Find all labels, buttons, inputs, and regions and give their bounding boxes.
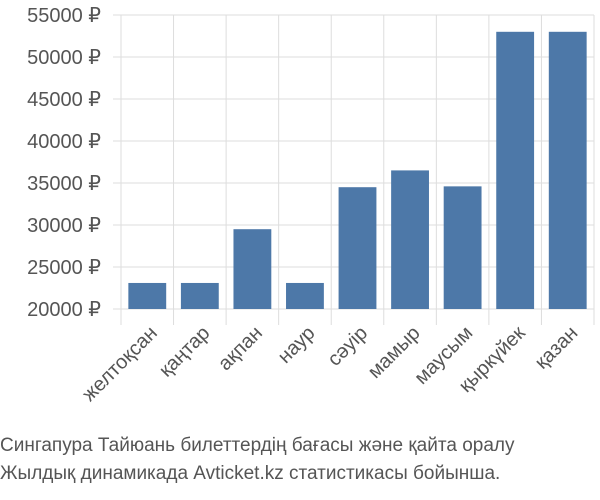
bar-5 <box>338 187 377 309</box>
y-tick-label: 50000 ₽ <box>27 47 101 69</box>
y-tick-label: 45000 ₽ <box>27 89 101 111</box>
bar-chart: 20000 ₽ 25000 ₽ 30000 ₽ 35000 ₽ 40000 ₽ 45000… <box>27 5 595 406</box>
bar-6 <box>391 170 429 309</box>
x-tick-label: желтоқсан <box>78 322 162 406</box>
y-axis-ticks: 20000 ₽ 25000 ₽ 30000 ₽ 35000 ₽ 40000 ₽ 45000… <box>27 5 101 321</box>
x-tick-label: ақпан <box>214 322 267 375</box>
y-tick-label: 25000 ₽ <box>27 257 101 279</box>
x-tick-label: сәуір <box>324 322 373 371</box>
bar-8 <box>496 31 535 310</box>
y-tick-label: 35000 ₽ <box>27 173 101 195</box>
bar-9 <box>548 31 587 310</box>
x-tick-label: қазан <box>531 322 583 374</box>
caption-line-2: Жылдық динамикада Avticket.kz статистика… <box>0 463 501 484</box>
bar-3 <box>233 229 272 309</box>
y-tick-label: 20000 ₽ <box>27 299 101 321</box>
bar-1 <box>128 282 167 309</box>
bar-7 <box>443 186 482 309</box>
chart-caption: Сингапура Тайюань билеттердің бағасы жән… <box>0 432 600 488</box>
x-tick-label: наур <box>274 322 320 368</box>
grid-lines <box>113 14 595 325</box>
bar-4 <box>286 282 324 309</box>
y-tick-label: 55000 ₽ <box>27 5 101 27</box>
bars <box>128 31 587 310</box>
caption-line-1: Сингапура Тайюань билеттердің бағасы жән… <box>0 435 515 456</box>
y-tick-label: 30000 ₽ <box>27 215 101 237</box>
x-tick-label: қаңтар <box>155 322 214 381</box>
bar-2 <box>180 282 219 309</box>
y-tick-label: 40000 ₽ <box>27 131 101 153</box>
